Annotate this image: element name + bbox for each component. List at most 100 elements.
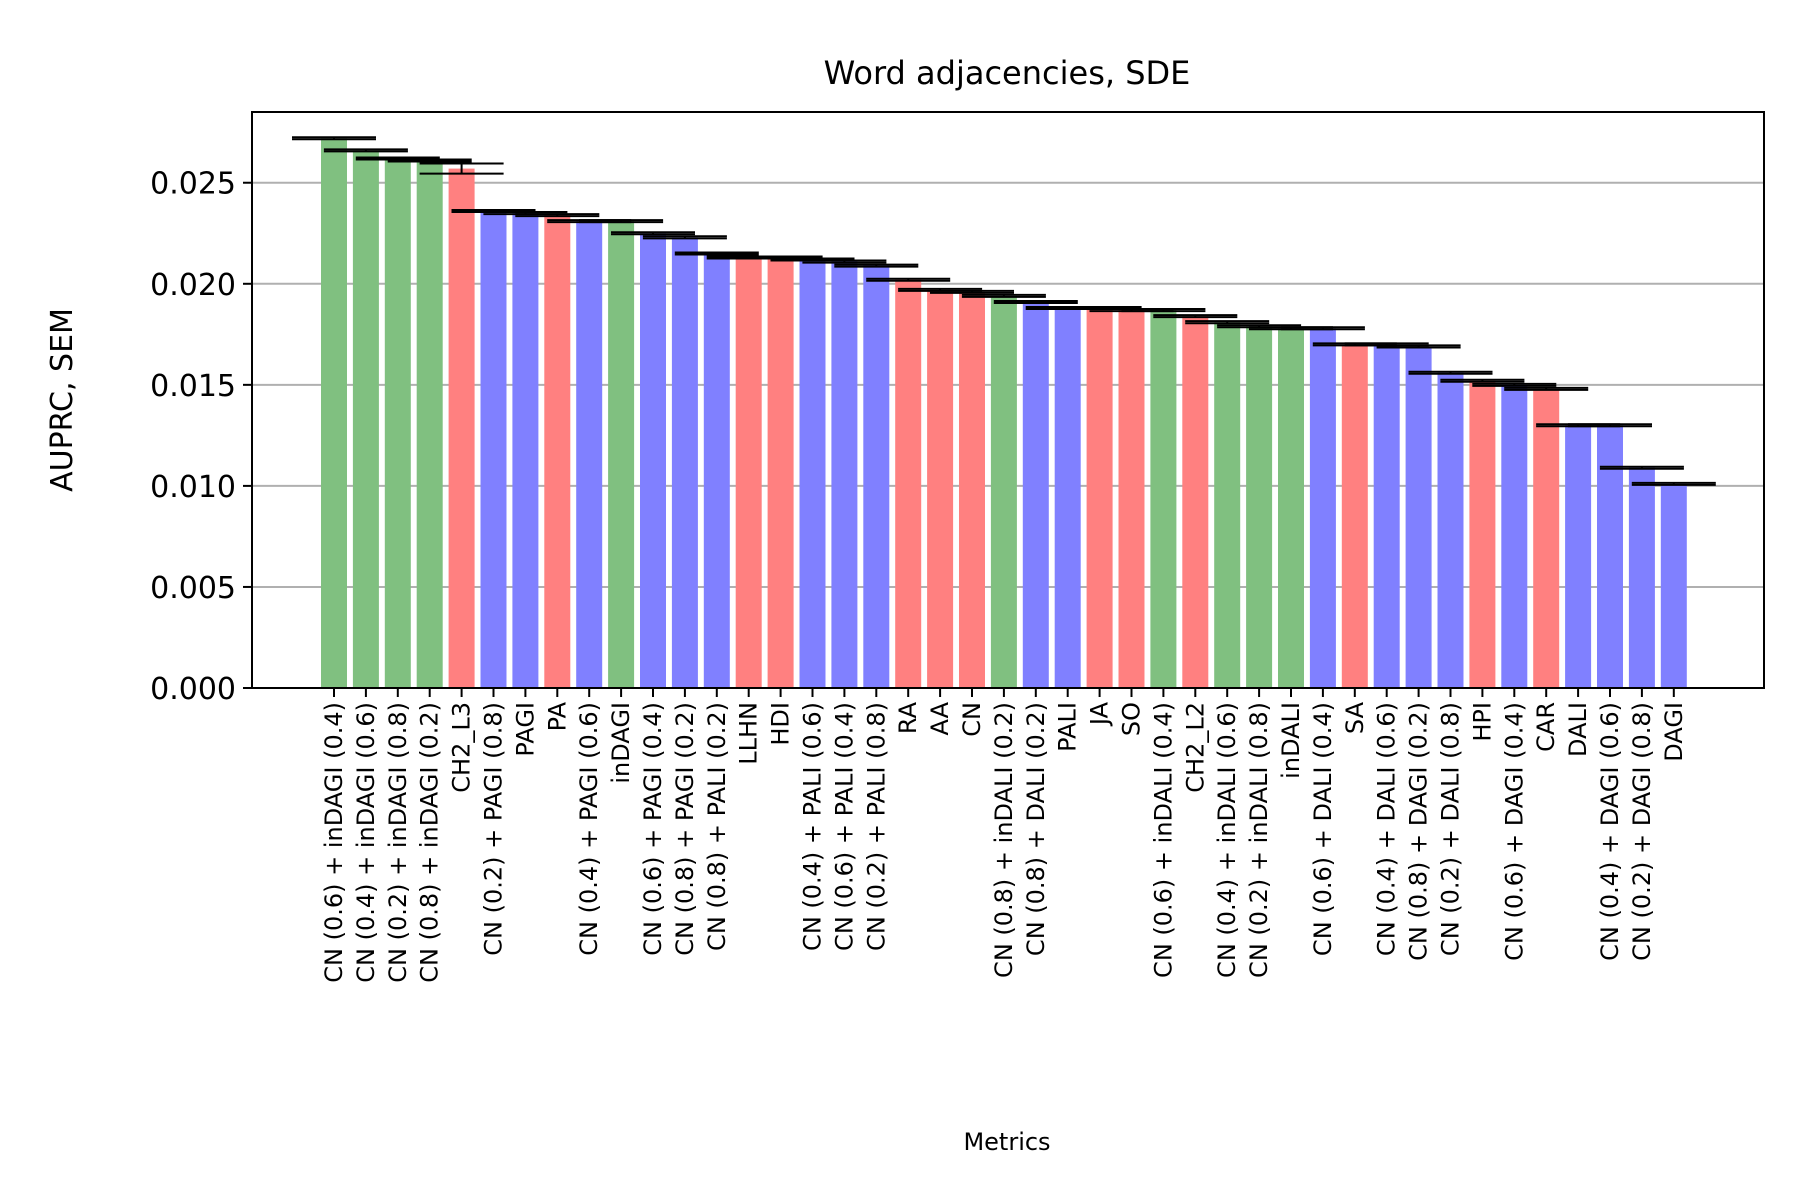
x-tick-label: CH2_L3 (448, 702, 476, 793)
x-tick-label: AA (926, 701, 954, 735)
x-tick-label: DAGI (1660, 702, 1688, 762)
bar (1309, 328, 1336, 688)
x-tick-label: CAR (1532, 702, 1560, 752)
y-tick-label: 0.005 (150, 571, 236, 606)
bar (799, 259, 826, 688)
bar (480, 211, 507, 688)
y-tick-label: 0.010 (150, 470, 236, 505)
x-tick-label: CN (0.2) + PAGI (0.8) (480, 702, 508, 956)
bar (1054, 308, 1081, 688)
x-tick-label: CN (0.8) + PALI (0.2) (703, 702, 731, 951)
x-tick-label: RA (894, 701, 922, 734)
bar (608, 221, 635, 688)
bar (1214, 322, 1241, 688)
bar (1150, 310, 1177, 688)
bar (1628, 467, 1655, 688)
x-tick-label: PAGI (511, 702, 539, 757)
x-tick-label: CN (0.2) + DALI (0.8) (1437, 702, 1465, 956)
bar (703, 253, 730, 688)
bar (1118, 310, 1145, 688)
x-tick-label: CN (0.6) + inDALI (0.4) (1149, 702, 1177, 978)
bar (1597, 425, 1623, 688)
bar (1086, 308, 1113, 688)
bar (1022, 301, 1049, 688)
x-tick-label: CN (0.4) + DALI (0.6) (1373, 702, 1401, 956)
x-tick-label: CN (0.6) + DAGI (0.4) (1500, 702, 1528, 961)
x-tick-label: CH2_L2 (1181, 702, 1209, 793)
x-tick-label: CN (958, 702, 986, 737)
x-tick-label: CN (0.6) + DALI (0.4) (1309, 702, 1337, 956)
x-tick-label: CN (0.8) + inDALI (0.2) (990, 702, 1018, 978)
bar (1501, 384, 1528, 688)
bar (1565, 425, 1592, 688)
bar (1373, 344, 1400, 688)
x-tick-label: HPI (1468, 702, 1496, 742)
x-tick-label: inDALI (1277, 702, 1305, 779)
x-tick-label: PALI (1054, 702, 1082, 752)
x-tick-label: CN (0.4) + inDALI (0.6) (1213, 702, 1241, 978)
bar (384, 158, 411, 689)
x-tick-label: CN (0.6) + PALI (0.4) (830, 702, 858, 951)
x-tick-label: CN (0.4) + inDAGI (0.6) (352, 702, 380, 983)
bar (1341, 344, 1368, 688)
y-axis: 0.000 0.005 0.010 0.015 0.020 0.025 (150, 167, 252, 707)
x-axis: CN (0.6) + inDAGI (0.4) CN (0.4) + inDAGI… (320, 688, 1688, 983)
x-tick-label: CN (0.4) + PAGI (0.6) (575, 702, 603, 956)
bar (831, 261, 858, 688)
bar (576, 221, 603, 688)
x-tick-label: SA (1341, 701, 1369, 734)
bar (1469, 380, 1496, 688)
error-bars (292, 136, 1716, 486)
bar (863, 265, 890, 688)
bar (767, 257, 794, 688)
bar (1533, 388, 1560, 688)
x-tick-label: CN (0.8) + DALI (0.2) (1022, 702, 1050, 956)
x-tick-label: CN (0.2) + inDALI (0.8) (1245, 702, 1273, 978)
x-tick-label: HDI (767, 702, 795, 746)
y-tick-label: 0.000 (150, 672, 236, 707)
bar (990, 295, 1017, 688)
x-tick-label: PA (543, 701, 571, 731)
y-tick-label: 0.025 (150, 167, 236, 202)
x-tick-label: DALI (1564, 702, 1592, 757)
bar (352, 150, 379, 688)
x-tick-label: LLHN (735, 702, 763, 765)
x-tick-label: CN (0.8) + PAGI (0.2) (671, 702, 699, 956)
x-tick-label: CN (0.8) + DAGI (0.2) (1405, 702, 1433, 961)
bar (735, 257, 762, 688)
x-tick-label: inDAGI (607, 702, 635, 784)
bar (416, 160, 443, 689)
bar (1437, 372, 1464, 688)
x-axis-label: Metrics (963, 1128, 1050, 1156)
bar (1660, 483, 1687, 688)
bar (671, 237, 698, 688)
bar (640, 233, 666, 688)
bar (959, 291, 985, 688)
bar (1278, 328, 1304, 688)
x-tick-label: CN (0.4) + DAGI (0.6) (1596, 702, 1624, 961)
y-tick-label: 0.015 (150, 369, 236, 404)
chart-title: Word adjacencies, SDE (824, 54, 1191, 92)
bar (1182, 316, 1209, 688)
x-tick-label: JA (1086, 701, 1114, 727)
x-tick-label: CN (0.6) + PAGI (0.4) (639, 702, 667, 956)
bars (321, 138, 1687, 689)
bar (1246, 326, 1273, 688)
x-tick-label: CN (0.8) + inDAGI (0.2) (416, 702, 444, 983)
bar (927, 289, 954, 688)
x-tick-label: CN (0.2) + PALI (0.8) (862, 702, 890, 951)
x-tick-label: CN (0.2) + DAGI (0.8) (1628, 702, 1656, 961)
y-tick-label: 0.020 (150, 268, 236, 303)
x-tick-label: CN (0.2) + inDAGI (0.8) (384, 702, 412, 983)
bar (895, 279, 922, 688)
bar (448, 168, 475, 688)
x-tick-label: SO (1118, 702, 1146, 736)
bar (1405, 346, 1432, 688)
bar (321, 138, 347, 688)
y-axis-label: AUPRC, SEM (45, 308, 80, 492)
plot-frame (251, 111, 1765, 689)
bar (512, 213, 539, 689)
x-tick-label: CN (0.4) + PALI (0.6) (799, 702, 827, 951)
bar (544, 215, 571, 689)
